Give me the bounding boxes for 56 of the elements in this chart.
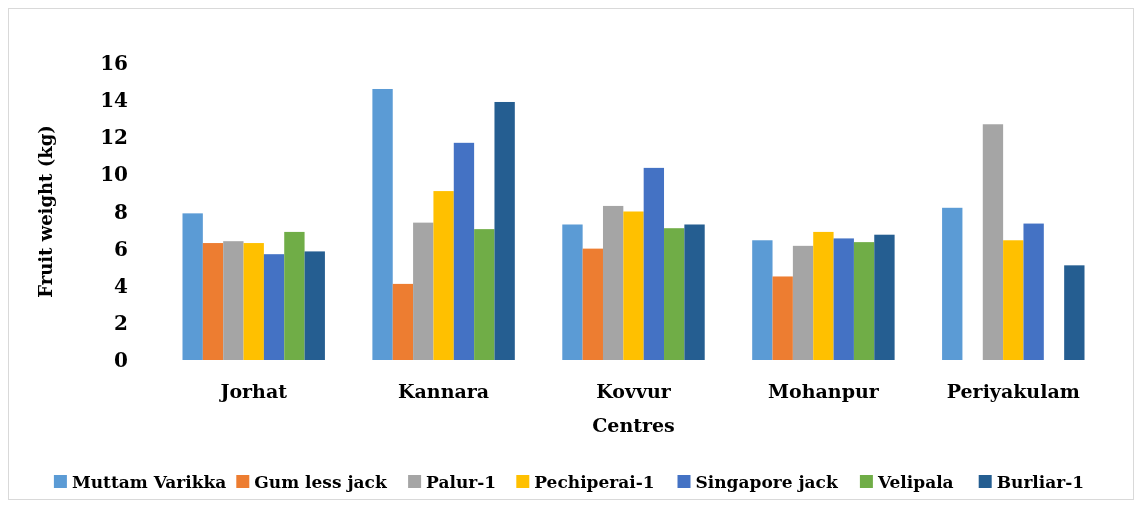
y-tick-label: 16 [100, 51, 128, 75]
bar [874, 234, 895, 360]
bar [494, 101, 515, 360]
legend-label: Gum less jack [254, 471, 388, 492]
bar [372, 88, 393, 360]
legend-label: Muttam Varikka [71, 471, 227, 492]
y-tick-label: 0 [114, 348, 128, 372]
x-tick-label: Periyakulam [946, 380, 1080, 402]
bar [453, 142, 475, 360]
y-tick-label: 6 [114, 236, 128, 261]
bar [1064, 265, 1085, 360]
bar [772, 276, 793, 360]
legend-label: Palur-1 [426, 471, 497, 492]
y-tick-label: 14 [100, 88, 129, 113]
bar [562, 224, 583, 360]
bar [643, 167, 665, 360]
bar [182, 213, 203, 360]
y-tick-label: 8 [114, 199, 128, 224]
bar [474, 229, 495, 360]
x-tick-label: Jorhat [218, 380, 288, 402]
bar [433, 191, 454, 360]
bar [684, 224, 705, 360]
bar [813, 231, 834, 360]
bar [942, 207, 963, 360]
x-tick-label: Mohanpur [768, 380, 880, 402]
bar [752, 240, 773, 360]
bar [413, 222, 434, 360]
bar [1023, 223, 1044, 360]
bar [982, 124, 1004, 360]
x-axis-title: Centres [592, 414, 675, 436]
bar [664, 228, 685, 360]
y-tick-label: 10 [100, 162, 128, 187]
bar [792, 245, 814, 360]
legend-label: Singapore jack [695, 471, 839, 492]
bar [243, 243, 264, 360]
x-tick-label: Kovvur [596, 380, 672, 402]
bar [602, 205, 624, 360]
bar [202, 243, 224, 360]
legend-label: Burliar-1 [996, 471, 1085, 492]
bar [1003, 240, 1024, 360]
legend-label: Pechiperai-1 [534, 471, 655, 492]
bar [263, 254, 285, 360]
bar [623, 211, 644, 360]
y-tick-label: 4 [114, 273, 129, 298]
bar [853, 242, 875, 360]
y-tick-label: 2 [114, 310, 128, 335]
bar [392, 283, 414, 360]
bar [223, 241, 244, 360]
bar [304, 251, 325, 360]
bar [582, 248, 603, 360]
y-tick-label: 12 [100, 125, 128, 150]
y-axis-title: Fruit weight (kg) [35, 125, 56, 298]
bar [833, 238, 854, 360]
x-tick-label: Kannara [398, 380, 490, 402]
bar [284, 231, 305, 360]
legend-label: Velipala [876, 471, 954, 492]
